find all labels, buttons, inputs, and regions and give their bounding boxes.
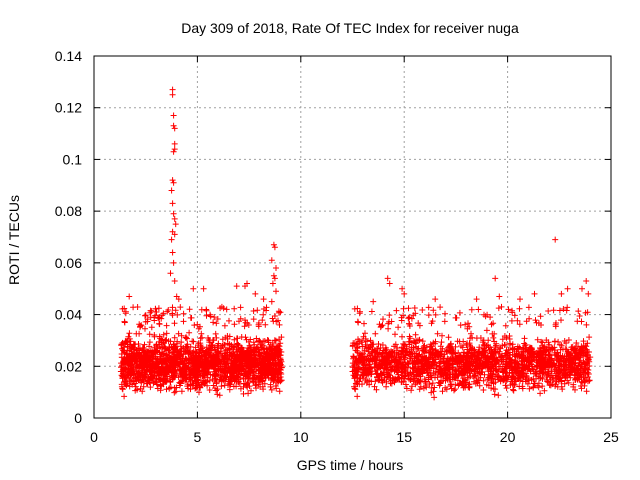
x-tick-label: 15 [396,429,412,445]
x-axis-label: GPS time / hours [297,457,404,473]
x-tick-label: 20 [500,429,516,445]
y-tick-label: 0.08 [55,203,82,219]
y-tick-label: 0.04 [55,307,82,323]
y-tick-label: 0.02 [55,358,82,374]
data-points [117,86,594,401]
y-tick-label: 0.06 [55,255,82,271]
x-tick-label: 25 [603,429,619,445]
x-tick-label: 10 [293,429,309,445]
tick-labels: 0 5 10 15 20 25 0 0.02 0.04 0.06 0.08 0.1 0.12 0.14 [55,48,619,445]
roti-markers [117,86,594,401]
plot-frame [93,55,612,419]
x-tick-label: 0 [90,429,98,445]
y-axis-label: ROTI / TECUs [6,195,22,285]
y-tick-label: 0 [74,410,82,426]
y-tick-label: 0.14 [55,48,82,64]
axis-ticks [93,55,612,419]
y-tick-label: 0.1 [63,151,83,167]
y-tick-label: 0.12 [55,100,82,116]
x-tick-label: 5 [194,429,202,445]
chart-title: Day 309 of 2018, Rate Of TEC Index for r… [181,20,519,36]
